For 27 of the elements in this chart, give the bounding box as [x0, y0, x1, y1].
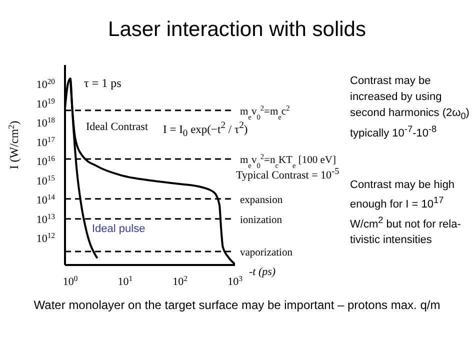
- y-tick-label: 10$^{17}$: [36, 134, 56, 149]
- y-tick-label: 10$^{12}$: [36, 230, 56, 246]
- ref-line-label: ionization: [240, 214, 283, 226]
- y-tick-label: 10$^{13}$: [36, 211, 56, 226]
- y-tick-label: 10$^{19}$: [36, 96, 56, 110]
- text: m$_{e}$v$_{0}$$^{2}$=n$_{c}$KT$_{e}$ [100 eV]: [240, 151, 336, 170]
- x-tick-label: 10$^{3}$: [228, 274, 243, 288]
- ref-line-label: vaporization: [240, 248, 294, 259]
- y-tick-label: 10$^{20}$: [36, 76, 56, 92]
- x-tick-label: 10$^{1}$: [118, 274, 133, 288]
- x-tick-label: 10$^{0}$: [62, 274, 78, 288]
- y-tick-label: 10$^{14}$: [36, 192, 56, 207]
- annotation: τ = 1 ps: [84, 76, 122, 90]
- x-tick-label: 10$^{2}$: [172, 274, 188, 288]
- annotation: I = I$_{0}$ exp(−t$^{2}$ / τ$^{2}$): [163, 120, 248, 140]
- text: Contrast may be high enough for I = 10$^{17}$ W/cm$^{2}$ but not for rela-tivistic intensities: [350, 179, 461, 246]
- ref-line-label: expansion: [240, 194, 284, 206]
- annotation: Ideal Contrast: [86, 121, 148, 134]
- y-tick-label: 10$^{15}$: [36, 172, 56, 188]
- annotation: Ideal pulse: [92, 223, 146, 236]
- y-tick-label: 10$^{18}$: [36, 115, 56, 130]
- x-axis-title: -t (ps): [249, 266, 276, 278]
- text: m$_{e}$v$_{0}$$^{2}$=m$_{e}$c$^{2}$: [240, 102, 290, 121]
- text: Water monolayer on the target surface may be important – protons max. q/m: [32, 298, 442, 312]
- chart-title: Laser interaction with solids: [107, 18, 367, 42]
- y-tick-label: 10$^{16}$: [36, 154, 56, 168]
- text: Contrast may be increased by using second harmonics (2ω$_{0}$) typically 10$^{-7}$-10$^{-8}$: [350, 75, 470, 140]
